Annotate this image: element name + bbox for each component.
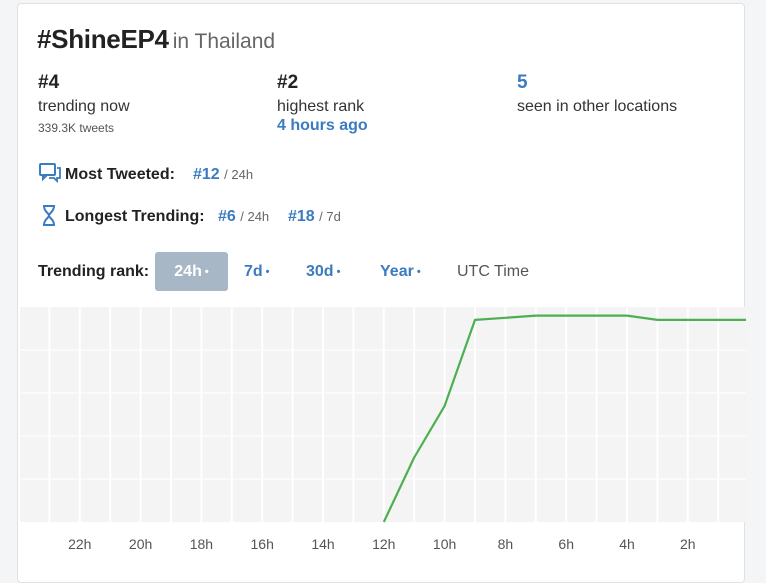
highest-rank: #2 bbox=[277, 72, 299, 93]
longest-trending-label: Longest Trending: bbox=[65, 208, 205, 225]
longest-trending-24h-rank: #6 bbox=[218, 208, 236, 225]
chat-icon bbox=[39, 163, 61, 183]
plot-background bbox=[18, 307, 746, 522]
location-text: in Thailand bbox=[172, 30, 276, 53]
trending-rank-label: Trending rank: bbox=[38, 263, 150, 280]
tab-30d-dot: • bbox=[336, 266, 341, 278]
trend-chart: 22h 20h 18h 16h 14h 12h 10h 8h 6h 4h 2h bbox=[18, 307, 749, 569]
tweet-count: 339.3K tweets bbox=[38, 121, 115, 135]
tab-24h-dot: • bbox=[204, 266, 209, 278]
highest-rank-time-link[interactable]: 4 hours ago bbox=[277, 117, 368, 134]
current-rank: #4 bbox=[38, 72, 60, 93]
series-line-0 bbox=[382, 314, 749, 523]
most-tweeted-rank: #12 bbox=[193, 166, 220, 183]
longest-trending-24h-period: / 24h bbox=[240, 209, 270, 224]
longest-trending-7d-rank: #18 bbox=[288, 208, 315, 225]
x-tick-label: 8h bbox=[498, 536, 514, 552]
tab-24h-label: 24h bbox=[174, 263, 202, 280]
most-tweeted-label: Most Tweeted: bbox=[65, 166, 175, 183]
tab-30d-label: 30d bbox=[306, 263, 334, 280]
other-locations-count-link[interactable]: 5 bbox=[517, 72, 528, 93]
highest-rank-label: highest rank bbox=[277, 98, 365, 115]
most-tweeted-period: / 24h bbox=[224, 167, 254, 182]
tab-year-dot: • bbox=[416, 266, 421, 278]
hourglass-icon bbox=[43, 205, 55, 226]
tab-year[interactable]: Year • bbox=[380, 252, 421, 291]
x-tick-label: 6h bbox=[558, 536, 574, 552]
x-tick-label: 22h bbox=[68, 536, 91, 552]
trend-chart-svg: 22h 20h 18h 16h 14h 12h 10h 8h 6h 4h 2h bbox=[18, 307, 749, 552]
tab-24h[interactable]: 24h • bbox=[155, 252, 228, 291]
x-tick-label: 18h bbox=[190, 536, 213, 552]
other-locations-label: seen in other locations bbox=[517, 98, 678, 115]
x-tick-label: 12h bbox=[372, 536, 395, 552]
longest-trending-24h-link[interactable]: #6 / 24h bbox=[218, 208, 269, 226]
tab-7d-dot: • bbox=[265, 266, 270, 278]
x-tick-label: 14h bbox=[311, 536, 334, 552]
tab-year-label: Year bbox=[380, 263, 414, 280]
x-tick-label: 16h bbox=[251, 536, 274, 552]
current-rank-label: trending now bbox=[38, 98, 130, 115]
tab-7d[interactable]: 7d • bbox=[244, 252, 270, 291]
hashtag-title: #ShineEP4 bbox=[37, 24, 169, 54]
tab-30d[interactable]: 30d • bbox=[306, 252, 340, 291]
longest-trending-7d-link[interactable]: #18 / 7d bbox=[288, 208, 341, 226]
x-tick-label: 2h bbox=[680, 536, 696, 552]
most-tweeted-rank-link[interactable]: #12 / 24h bbox=[193, 166, 253, 184]
x-tick-label: 10h bbox=[433, 536, 456, 552]
x-tick-label: 4h bbox=[619, 536, 635, 552]
tab-7d-label: 7d bbox=[244, 263, 263, 280]
x-tick-label: 20h bbox=[129, 536, 152, 552]
timezone-toggle[interactable]: UTC Time bbox=[457, 263, 529, 280]
longest-trending-7d-period: / 7d bbox=[319, 209, 341, 224]
trend-card: #ShineEP4 in Thailand #4 trending now 339… bbox=[17, 3, 749, 583]
page-title: #ShineEP4 in Thailand bbox=[37, 24, 275, 55]
